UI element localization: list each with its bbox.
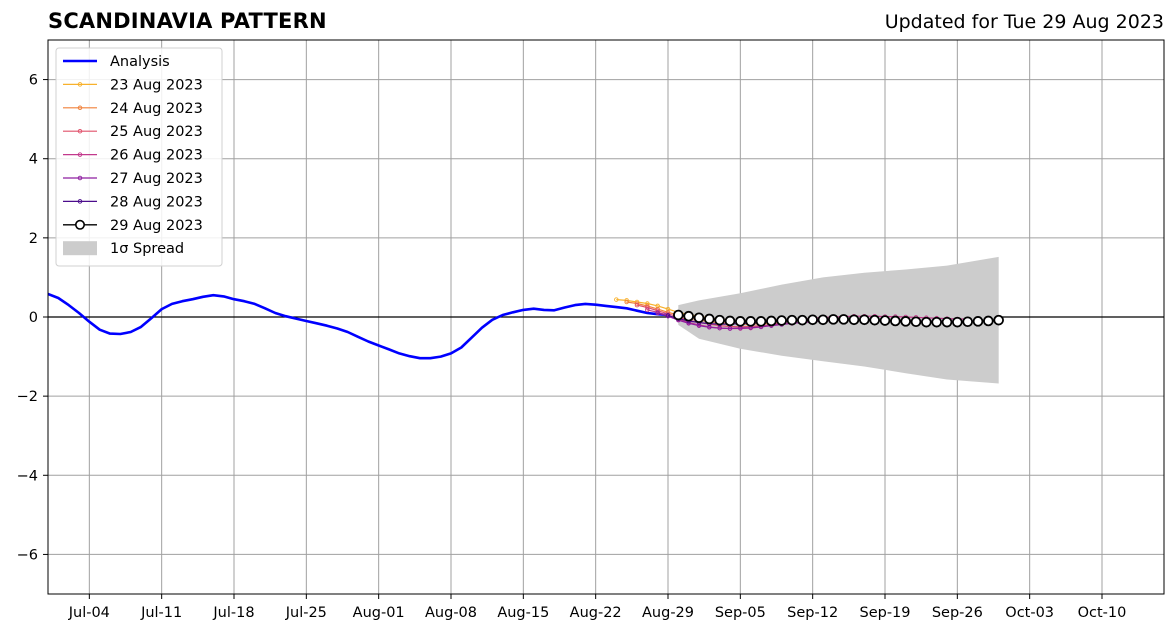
data-point — [745, 316, 756, 327]
data-point — [714, 314, 725, 326]
data-point — [921, 316, 932, 328]
data-point — [724, 315, 736, 327]
legend-item: 23 Aug 2023 — [63, 77, 203, 93]
data-point — [683, 310, 694, 322]
legend-marker — [77, 152, 83, 157]
data-point — [727, 326, 733, 331]
x-tick-label: Aug-15 — [497, 605, 549, 621]
data-point — [817, 314, 829, 326]
x-tick-label: Aug-08 — [425, 605, 477, 621]
legend-marker — [77, 105, 83, 111]
data-point — [755, 316, 767, 327]
data-point — [859, 314, 870, 326]
legend-label: Analysis — [110, 54, 170, 70]
legend-item: 29 Aug 2023 — [63, 218, 203, 234]
legend-marker — [77, 128, 83, 134]
legend-label: 24 Aug 2023 — [110, 101, 203, 117]
legend-item: 24 Aug 2023 — [63, 101, 203, 117]
data-point — [776, 315, 787, 326]
legend-marker — [75, 219, 86, 230]
legend-item: 28 Aug 2023 — [63, 194, 203, 210]
series-line — [626, 301, 782, 325]
y-tick-label: 2 — [29, 231, 38, 247]
data-point — [869, 314, 880, 326]
data-point — [828, 314, 839, 325]
legend-label: 29 Aug 2023 — [110, 218, 203, 234]
legend-swatch — [63, 241, 97, 256]
data-point — [634, 302, 640, 308]
data-point — [900, 316, 911, 327]
data-point — [766, 315, 777, 327]
legend-item: 1σ Spread — [63, 241, 184, 257]
legend-label: 26 Aug 2023 — [110, 148, 203, 164]
series-analysis — [48, 292, 669, 360]
data-point — [665, 313, 671, 318]
x-tick-label: Jul-11 — [140, 605, 182, 621]
legend-box — [55, 47, 223, 267]
legend-marker — [77, 175, 83, 181]
data-point — [645, 305, 650, 310]
legend-item: Analysis — [63, 54, 170, 70]
x-tick-label: Jul-18 — [212, 605, 254, 621]
data-point — [952, 316, 963, 328]
data-point — [704, 313, 715, 325]
x-tick-label: Aug-22 — [570, 605, 622, 621]
data-point — [624, 298, 629, 303]
x-tick-label: Aug-01 — [353, 605, 405, 621]
x-tick-label: Sep-19 — [859, 605, 910, 621]
data-point — [890, 315, 901, 327]
y-tick-label: 6 — [29, 73, 38, 89]
legend-label: 23 Aug 2023 — [110, 77, 203, 93]
data-point — [645, 307, 650, 313]
data-point — [838, 314, 849, 325]
data-point — [972, 316, 984, 327]
data-point — [931, 316, 942, 328]
data-point — [993, 314, 1004, 326]
data-point — [673, 309, 684, 321]
x-tick-label: Sep-12 — [787, 605, 838, 621]
legend-item: 26 Aug 2023 — [63, 148, 203, 164]
data-point — [879, 315, 891, 326]
legend-item: 25 Aug 2023 — [63, 124, 203, 140]
y-tick-label: −2 — [17, 389, 38, 405]
legend-marker — [77, 199, 83, 204]
data-point — [941, 316, 953, 328]
legend: Analysis 23 Aug 2023 24 Aug 2023 25 Aug 202… — [55, 47, 223, 267]
x-tick-label: Jul-25 — [285, 605, 327, 621]
data-point — [786, 314, 798, 326]
updated-date: Updated for Tue 29 Aug 2023 — [884, 11, 1164, 33]
series-29-aug-2023 — [673, 309, 1004, 328]
x-tick-label: Oct-10 — [1078, 605, 1127, 621]
x-tick-label: Sep-26 — [932, 605, 983, 621]
data-point — [962, 316, 973, 328]
data-point — [848, 314, 860, 326]
data-point — [655, 310, 660, 316]
data-point — [983, 315, 994, 327]
data-point — [735, 316, 746, 327]
data-point — [910, 316, 922, 328]
legend-item: 27 Aug 2023 — [63, 171, 203, 187]
x-tick-label: Oct-03 — [1005, 605, 1054, 621]
chart-title: SCANDINAVIA PATTERN — [48, 9, 327, 33]
legend-label: 27 Aug 2023 — [110, 171, 203, 187]
y-tick-label: 0 — [29, 310, 38, 326]
y-tick-label: 4 — [29, 152, 38, 168]
data-point — [807, 314, 818, 326]
data-point — [614, 297, 619, 302]
x-tick-label: Aug-29 — [642, 605, 694, 621]
data-point — [797, 314, 808, 326]
y-tick-label: −6 — [17, 547, 38, 563]
data-point — [693, 312, 705, 324]
series-line — [48, 292, 669, 360]
legend-label: 1σ Spread — [110, 241, 184, 257]
x-tick-label: Sep-05 — [715, 605, 766, 621]
legend-marker — [77, 82, 83, 87]
legend-label: 28 Aug 2023 — [110, 194, 203, 210]
data-point — [624, 299, 629, 305]
legend-label: 25 Aug 2023 — [110, 124, 203, 140]
x-tick-label: Jul-04 — [68, 605, 110, 621]
y-tick-label: −4 — [17, 468, 38, 484]
